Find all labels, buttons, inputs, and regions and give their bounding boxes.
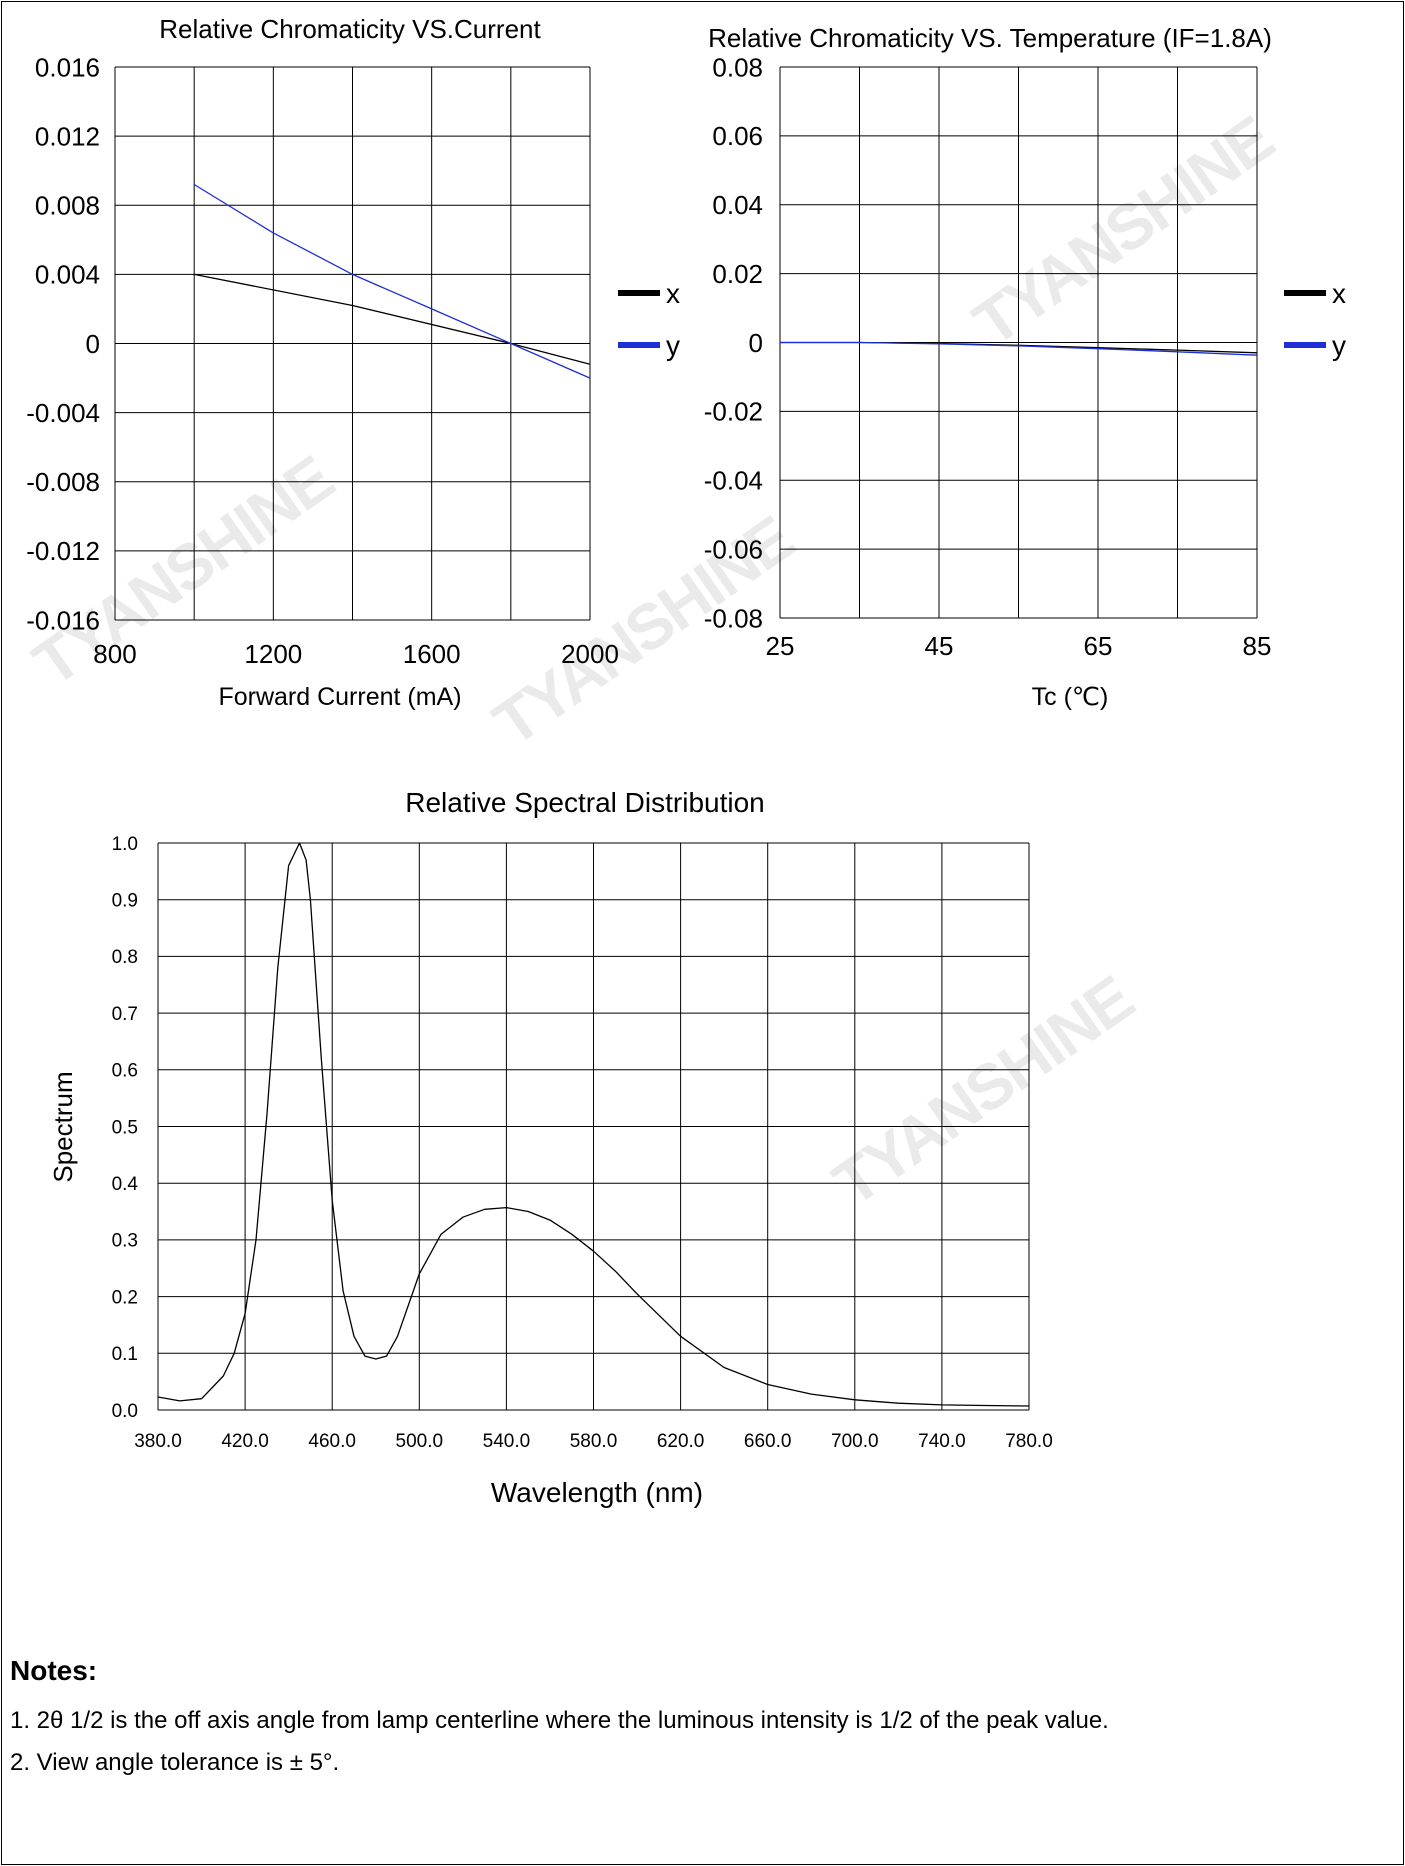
note-line-1: 1. 2θ 1/2 is the off axis angle from lam…	[10, 1707, 1109, 1734]
chart1-x-tick-label: 1600	[403, 639, 461, 669]
chart1-legend-label-x: x	[666, 278, 680, 309]
chart3-y-tick-label: 0.2	[112, 1287, 138, 1308]
chart3-series-spectrum-line	[157, 842, 1030, 1407]
chart1-title: Relative Chromaticity VS.Current	[159, 14, 541, 44]
chart2-series-y-line	[780, 341, 1258, 356]
chart1-x-tick-label: 2000	[561, 639, 619, 669]
chart1-y-tick-label: 0	[86, 329, 100, 359]
chart3-x-tick-label: 380.0	[134, 1431, 182, 1452]
notes-title: Notes:	[10, 1655, 98, 1686]
chart3-x-tick-label: 420.0	[221, 1431, 269, 1452]
chart1-legend-label-y: y	[666, 330, 680, 361]
chart1-x-tick-label: 1200	[244, 639, 302, 669]
chart1-series-x-line	[194, 273, 591, 365]
chart2-y-tick-label: 0.08	[712, 52, 763, 82]
chart2-y-tick-label: 0.06	[712, 121, 763, 151]
chart3-y-tick-label: 0.5	[112, 1117, 138, 1138]
chart2-y-tick-label: -0.08	[704, 603, 763, 633]
chart3-title: Relative Spectral Distribution	[405, 787, 765, 818]
notes-section: Notes: 1. 2θ 1/2 is the off axis angle f…	[10, 1655, 1390, 1791]
chart1-y-tick-label: -0.012	[26, 536, 100, 566]
chart2-y-tick-label: 0.02	[712, 259, 763, 289]
chart3-y-tick-label: 0.0	[112, 1401, 138, 1422]
chart1-y-tick-label: -0.008	[26, 467, 100, 497]
chart1-y-tick-label: 0.008	[35, 191, 100, 221]
chart1-x-axis-label: Forward Current (mA)	[218, 683, 461, 711]
chart2-legend-label-x: x	[1332, 278, 1346, 309]
chart2-x-tick-label: 85	[1243, 631, 1272, 661]
chart3-x-tick-label: 500.0	[396, 1431, 444, 1452]
chart1-y-tick-label: -0.004	[26, 398, 100, 428]
chart3-x-tick-label: 620.0	[657, 1431, 705, 1452]
chart3-x-tick-label: 740.0	[918, 1431, 966, 1452]
chart3-y-tick-label: 0.7	[112, 1004, 138, 1025]
chart2-y-tick-label: -0.02	[704, 397, 763, 427]
chart2-y-tick-label: 0	[749, 328, 763, 358]
chart2-y-tick-label: 0.04	[712, 190, 763, 220]
chart1-y-tick-label: -0.016	[26, 605, 100, 635]
chart1-series-y-line	[193, 183, 591, 379]
chart2-y-tick-label: -0.04	[704, 466, 763, 496]
chart3-y-tick-label: 0.3	[112, 1231, 138, 1252]
chart2-title: Relative Chromaticity VS. Temperature (I…	[708, 23, 1272, 53]
chart1-y-tick-label: 0.012	[35, 121, 100, 151]
chart3-x-tick-label: 780.0	[1005, 1431, 1053, 1452]
chart2-legend-label-y: y	[1332, 330, 1346, 361]
chart1-y-tick-label: 0.016	[35, 52, 100, 82]
chart3-x-tick-label: 540.0	[483, 1431, 531, 1452]
chart3-x-tick-label: 580.0	[570, 1431, 618, 1452]
chart3-x-tick-label: 700.0	[831, 1431, 879, 1452]
chart3-x-tick-label: 660.0	[744, 1431, 792, 1452]
chart2-y-tick-label: -0.06	[704, 534, 763, 564]
chart1-y-tick-label: 0.004	[35, 260, 100, 290]
chart2-x-tick-label: 25	[766, 631, 795, 661]
chart2-x-axis-label: Tc (℃)	[1032, 683, 1109, 711]
note-line-2: 2. View angle tolerance is ± 5°.	[10, 1749, 340, 1776]
chart3-y-tick-label: 0.6	[112, 1061, 138, 1082]
chart1-x-tick-label: 800	[93, 639, 136, 669]
chart3-x-tick-label: 460.0	[308, 1431, 356, 1452]
chart3-x-axis-label: Wavelength (nm)	[491, 1477, 703, 1508]
chart2-x-tick-label: 65	[1084, 631, 1113, 661]
chart2-x-tick-label: 45	[925, 631, 954, 661]
chart3-y-tick-label: 0.1	[112, 1344, 138, 1365]
chart3-y-tick-label: 0.8	[112, 947, 138, 968]
chart3-y-tick-label: 0.4	[112, 1174, 139, 1195]
chart3-y-tick-label: 1.0	[112, 834, 138, 855]
chart3-y-tick-label: 0.9	[112, 891, 138, 912]
chart3-y-axis-label: Spectrum	[48, 1071, 78, 1182]
